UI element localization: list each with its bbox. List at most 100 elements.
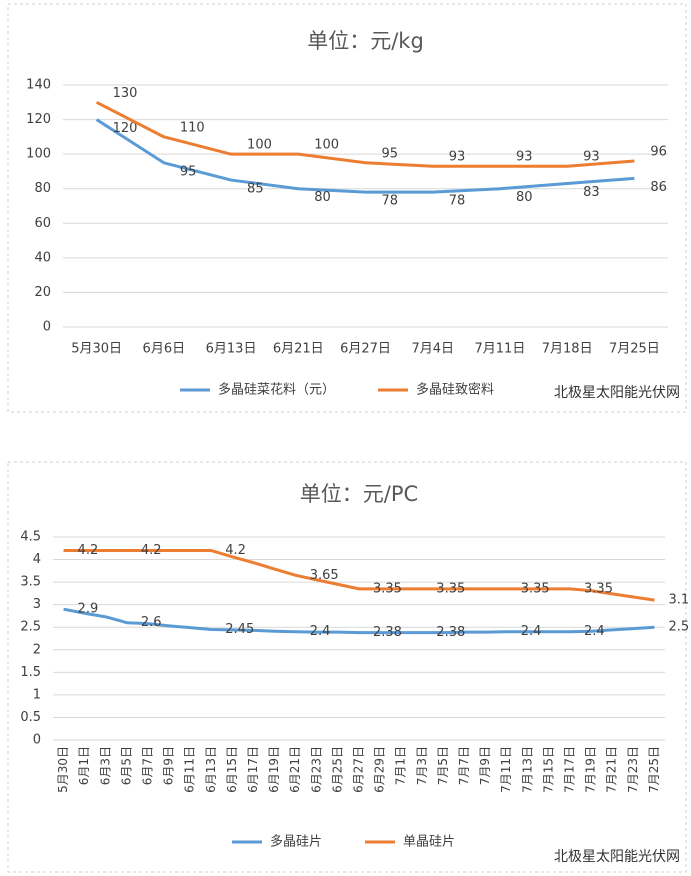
data-label: 2.4 — [584, 624, 605, 639]
data-label: 4.2 — [141, 543, 162, 558]
x-tick-label: 6月11日 — [183, 746, 197, 793]
data-label: 2.6 — [141, 615, 162, 630]
x-tick-label: 7月19日 — [584, 746, 598, 793]
data-label: 2.4 — [521, 624, 542, 639]
x-tick-label: 7月11日 — [475, 342, 526, 357]
data-label: 93 — [583, 150, 600, 165]
y-tick-label: 3 — [33, 597, 41, 612]
x-tick-label: 7月13日 — [520, 746, 534, 793]
data-label: 2.38 — [373, 625, 402, 640]
x-tick-label: 7月4日 — [411, 342, 454, 357]
data-label: 100 — [314, 138, 339, 153]
x-tick-label: 6月13日 — [204, 746, 218, 793]
data-label: 3.35 — [584, 581, 613, 596]
y-tick-label: 0 — [43, 320, 51, 335]
x-tick-label: 6月25日 — [330, 746, 344, 793]
y-tick-label: 60 — [34, 216, 51, 231]
x-tick-label: 6月21日 — [288, 746, 302, 793]
x-tick-label: 6月5日 — [119, 746, 133, 785]
x-tick-label: 7月5日 — [436, 746, 450, 785]
x-tick-label: 6月17日 — [246, 746, 260, 793]
data-label: 93 — [516, 150, 533, 165]
x-tick-label: 6月27日 — [340, 342, 391, 357]
legend-label: 单晶硅片 — [403, 835, 455, 850]
legend-label: 多晶硅菜花料（元） — [218, 382, 335, 398]
x-tick-label: 6月19日 — [267, 746, 281, 793]
data-label: 2.5 — [668, 620, 689, 635]
x-tick-label: 7月25日 — [647, 746, 661, 793]
x-tick-label: 7月3日 — [415, 746, 429, 785]
x-tick-label: 6月23日 — [309, 746, 323, 793]
data-line — [63, 549, 655, 602]
x-tick-label: 6月9日 — [162, 746, 176, 785]
x-tick-label: 6月13日 — [206, 342, 257, 357]
y-tick-label: 4 — [33, 552, 41, 567]
data-label: 83 — [583, 185, 600, 200]
x-tick-label: 6月3日 — [98, 746, 112, 785]
data-label: 120 — [113, 121, 138, 136]
data-label: 110 — [180, 120, 205, 135]
y-tick-label: 1.5 — [20, 665, 41, 680]
data-label: 130 — [113, 86, 138, 101]
y-tick-label: 0.5 — [20, 710, 41, 725]
x-tick-label: 6月7日 — [140, 746, 154, 785]
y-tick-label: 100 — [26, 147, 51, 162]
x-tick-label: 7月11日 — [499, 746, 513, 793]
data-line — [95, 100, 635, 168]
data-label: 3.65 — [310, 568, 339, 583]
y-tick-label: 120 — [26, 112, 51, 127]
x-tick-label: 7月18日 — [542, 342, 593, 357]
x-tick-label: 6月27日 — [352, 746, 366, 793]
x-tick-label: 6月1日 — [77, 746, 91, 785]
x-tick-label: 7月23日 — [626, 746, 640, 793]
data-label: 80 — [314, 190, 331, 205]
data-label: 3.35 — [521, 581, 550, 596]
x-tick-label: 7月9日 — [478, 746, 492, 785]
data-label: 80 — [516, 190, 533, 205]
data-label: 2.38 — [436, 625, 465, 640]
data-label: 100 — [247, 138, 272, 153]
data-label: 3.35 — [373, 581, 402, 596]
data-label: 78 — [382, 194, 399, 209]
data-label: 2.9 — [78, 602, 99, 617]
data-label: 2.45 — [225, 622, 254, 637]
data-label: 93 — [449, 150, 466, 165]
watermark: 北极星太阳能光伏网 — [554, 849, 680, 865]
x-tick-label: 7月25日 — [609, 342, 660, 357]
x-tick-label: 7月1日 — [394, 746, 408, 785]
chart-title: 单位：元/PC — [300, 482, 418, 506]
x-tick-label: 5月30日 — [56, 746, 70, 793]
y-tick-label: 40 — [34, 250, 51, 265]
data-label: 95 — [382, 146, 399, 161]
y-tick-label: 80 — [34, 181, 51, 196]
x-tick-label: 6月29日 — [373, 746, 387, 793]
data-label: 78 — [449, 194, 466, 209]
data-label: 86 — [650, 180, 667, 195]
data-label: 96 — [650, 145, 667, 160]
y-tick-label: 1 — [33, 687, 41, 702]
data-line — [63, 607, 655, 635]
x-tick-label: 6月6日 — [143, 342, 186, 357]
watermark: 北极星太阳能光伏网 — [554, 385, 680, 401]
y-tick-label: 2 — [33, 642, 41, 657]
y-tick-label: 3.5 — [20, 575, 41, 590]
x-tick-label: 7月21日 — [605, 746, 619, 793]
chart-frame — [7, 461, 687, 873]
data-label: 95 — [180, 164, 197, 179]
chart-frame — [7, 3, 687, 413]
data-label: 4.2 — [225, 543, 246, 558]
legend-label: 多晶硅致密料 — [416, 382, 494, 398]
x-tick-label: 6月21日 — [273, 342, 324, 357]
data-label: 85 — [247, 182, 264, 197]
x-tick-label: 5月30日 — [71, 342, 122, 357]
x-tick-label: 7月7日 — [457, 746, 471, 785]
legend-label: 多晶硅片 — [270, 834, 322, 850]
y-tick-label: 0 — [33, 733, 41, 748]
data-line — [95, 118, 635, 194]
data-label: 3.1 — [668, 593, 689, 608]
x-tick-label: 7月17日 — [563, 746, 577, 793]
x-tick-label: 6月15日 — [225, 746, 239, 793]
y-tick-label: 140 — [26, 78, 51, 93]
y-tick-label: 20 — [34, 285, 51, 300]
